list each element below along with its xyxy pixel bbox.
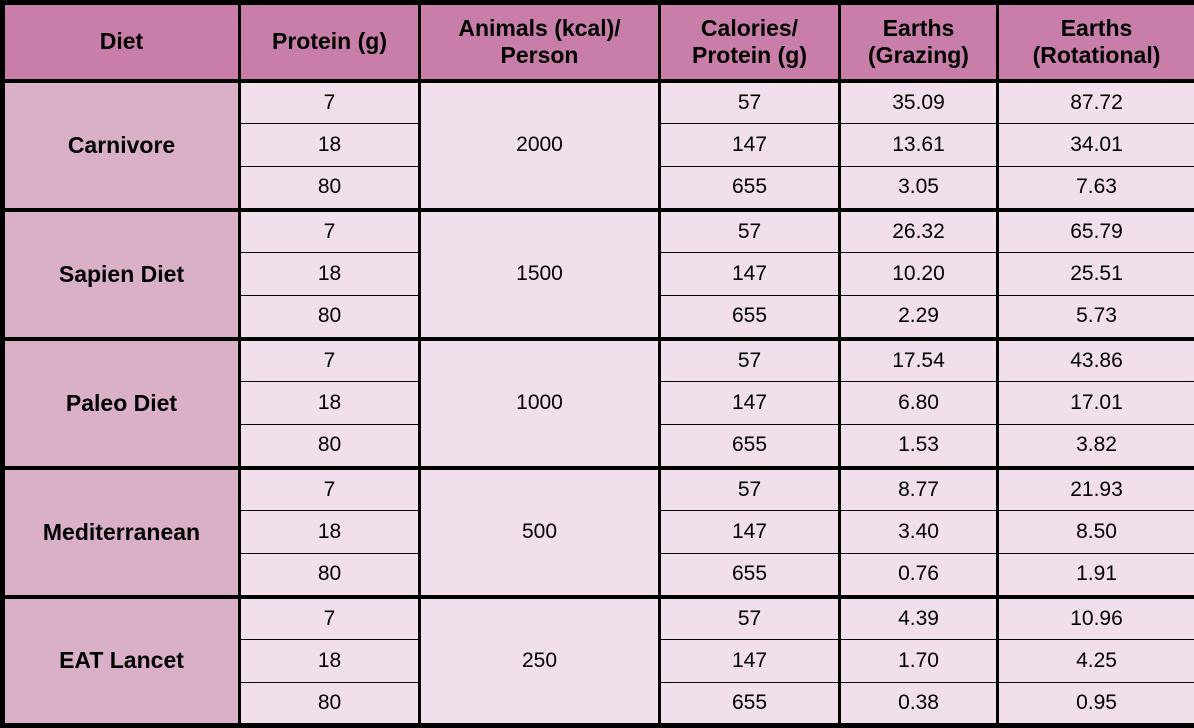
earths-grazing-cell: 8.77 [838, 465, 999, 511]
diet-cell: Mediterranean [1, 465, 241, 597]
animals-per-person-cell: 500 [418, 465, 661, 597]
diet-cell: Paleo Diet [1, 336, 241, 468]
table-row: 80 655 3.05 7.63 [3, 166, 1194, 212]
table-row: 18 147 1.70 4.25 [3, 639, 1194, 683]
protein-cell: 18 [238, 252, 421, 296]
protein-cell: 7 [238, 78, 421, 124]
calories-protein-cell: 57 [658, 78, 841, 124]
calories-protein-cell: 147 [658, 510, 841, 554]
calories-protein-cell: 57 [658, 336, 841, 382]
earths-rotational-cell: 87.72 [996, 78, 1194, 124]
calories-protein-cell: 655 [658, 424, 841, 470]
table-row: 18 147 13.61 34.01 [3, 123, 1194, 167]
earths-grazing-cell: 26.32 [838, 207, 999, 253]
table-row: 80 655 0.38 0.95 [3, 682, 1194, 728]
header-row: Diet Protein (g) Animals (kcal)/ Person … [1, 0, 1194, 83]
calories-protein-cell: 655 [658, 295, 841, 341]
diet-cell: Sapien Diet [1, 207, 241, 339]
table-row: 18 147 6.80 17.01 [3, 381, 1194, 425]
protein-cell: 7 [238, 594, 421, 640]
header-animals-kcal-person: Animals (kcal)/ Person [418, 0, 661, 83]
protein-cell: 18 [238, 123, 421, 167]
table-row: EAT Lancet 7 250 57 4.39 10.96 [1, 594, 1194, 726]
table-row: Mediterranean 7 500 57 8.77 21.93 [1, 465, 1194, 597]
protein-cell: 7 [238, 465, 421, 511]
animals-per-person-cell: 2000 [418, 78, 661, 210]
earths-grazing-cell: 13.61 [838, 123, 999, 167]
calories-protein-cell: 655 [658, 553, 841, 599]
earths-rotational-cell: 0.95 [996, 682, 1194, 728]
earths-rotational-cell: 4.25 [996, 639, 1194, 683]
calories-protein-cell: 57 [658, 207, 841, 253]
earths-rotational-cell: 7.63 [996, 166, 1194, 212]
header-diet: Diet [1, 0, 241, 83]
calories-protein-cell: 147 [658, 639, 841, 683]
table-row: 80 655 1.53 3.82 [3, 424, 1194, 470]
calories-protein-cell: 655 [658, 166, 841, 212]
earths-grazing-cell: 3.05 [838, 166, 999, 212]
earths-rotational-cell: 25.51 [996, 252, 1194, 296]
calories-protein-cell: 57 [658, 465, 841, 511]
protein-cell: 18 [238, 381, 421, 425]
diet-cell: Carnivore [1, 78, 241, 210]
earths-grazing-cell: 17.54 [838, 336, 999, 382]
protein-cell: 80 [238, 295, 421, 341]
earths-grazing-cell: 3.40 [838, 510, 999, 554]
header-earths-grazing: Earths (Grazing) [838, 0, 999, 83]
calories-protein-cell: 147 [658, 381, 841, 425]
earths-rotational-cell: 3.82 [996, 424, 1194, 470]
table-row: Carnivore 7 2000 57 35.09 87.72 [1, 78, 1194, 210]
earths-grazing-cell: 1.70 [838, 639, 999, 683]
protein-cell: 18 [238, 510, 421, 554]
calories-protein-cell: 655 [658, 682, 841, 728]
table-row: 18 147 10.20 25.51 [3, 252, 1194, 296]
protein-cell: 80 [238, 682, 421, 728]
earths-rotational-cell: 10.96 [996, 594, 1194, 640]
protein-cell: 80 [238, 553, 421, 599]
earths-rotational-cell: 5.73 [996, 295, 1194, 341]
table-row: 80 655 2.29 5.73 [3, 295, 1194, 341]
table-row: 18 147 3.40 8.50 [3, 510, 1194, 554]
table-row: 80 655 0.76 1.91 [3, 553, 1194, 599]
animals-per-person-cell: 1500 [418, 207, 661, 339]
earths-grazing-cell: 35.09 [838, 78, 999, 124]
animals-per-person-cell: 250 [418, 594, 661, 726]
protein-cell: 80 [238, 166, 421, 212]
calories-protein-cell: 147 [658, 252, 841, 296]
earths-grazing-cell: 2.29 [838, 295, 999, 341]
earths-grazing-cell: 6.80 [838, 381, 999, 425]
diet-cell: EAT Lancet [1, 594, 241, 726]
header-calories-protein: Calories/ Protein (g) [658, 0, 841, 83]
earths-rotational-cell: 43.86 [996, 336, 1194, 382]
earths-rotational-cell: 21.93 [996, 465, 1194, 511]
protein-cell: 80 [238, 424, 421, 470]
earths-grazing-cell: 1.53 [838, 424, 999, 470]
calories-protein-cell: 147 [658, 123, 841, 167]
earths-grazing-cell: 0.76 [838, 553, 999, 599]
earths-rotational-cell: 17.01 [996, 381, 1194, 425]
table-row: Paleo Diet 7 1000 57 17.54 43.86 [1, 336, 1194, 468]
earths-grazing-cell: 0.38 [838, 682, 999, 728]
header-earths-rotational: Earths (Rotational) [996, 0, 1194, 83]
header-protein: Protein (g) [238, 0, 421, 83]
animals-per-person-cell: 1000 [418, 336, 661, 468]
earths-rotational-cell: 34.01 [996, 123, 1194, 167]
protein-cell: 7 [238, 336, 421, 382]
earths-grazing-cell: 10.20 [838, 252, 999, 296]
earths-grazing-cell: 4.39 [838, 594, 999, 640]
earths-rotational-cell: 8.50 [996, 510, 1194, 554]
table-row: Sapien Diet 7 1500 57 26.32 65.79 [1, 207, 1194, 339]
earths-rotational-cell: 65.79 [996, 207, 1194, 253]
protein-cell: 18 [238, 639, 421, 683]
earths-rotational-cell: 1.91 [996, 553, 1194, 599]
calories-protein-cell: 57 [658, 594, 841, 640]
protein-cell: 7 [238, 207, 421, 253]
